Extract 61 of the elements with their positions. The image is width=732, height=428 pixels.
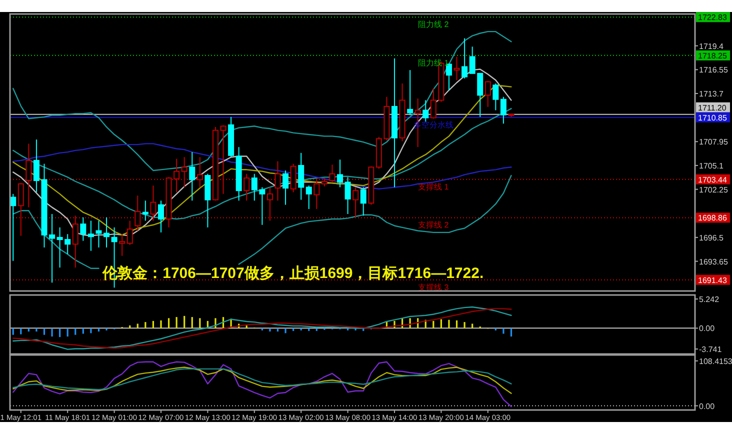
candlestick (282, 170, 289, 206)
y-tick-label: 1693.65 (699, 257, 728, 266)
y-tick-label: -3.741 (699, 344, 722, 354)
candlestick (158, 200, 164, 233)
candlestick (344, 176, 351, 215)
candlestick (26, 143, 32, 208)
line-series (12, 30, 512, 172)
ref-line-label: 支撑线 2 (418, 220, 450, 230)
text: 1698.86 (698, 214, 728, 223)
candlestick (80, 216, 86, 242)
text: 1691.43 (698, 276, 728, 285)
candlestick (150, 185, 156, 222)
ref-line-label: 支撑线 1 (418, 182, 450, 192)
y-tick-label: 1716.55 (699, 66, 728, 75)
candlestick (126, 220, 133, 246)
y-tick-label: 1696.5 (699, 233, 724, 242)
candlestick (407, 70, 414, 116)
candlestick (360, 186, 366, 216)
candlestick (220, 124, 226, 194)
candlestick (72, 215, 78, 268)
text: 1722.83 (698, 13, 728, 22)
text: 1711.20 (698, 103, 727, 112)
candlestick (134, 195, 141, 232)
candlestick (142, 200, 148, 222)
y-tick-label: 1719.4 (699, 42, 724, 51)
candlestick (244, 173, 250, 202)
candlestick (298, 152, 304, 200)
y-tick-label: 108.4153 (699, 356, 732, 366)
candlestick (196, 156, 203, 188)
candlestick (422, 100, 429, 122)
text: 1710.85 (698, 113, 728, 122)
ref-line-label: 阻力线 2 (418, 20, 450, 30)
y-tick-label: 1707.95 (699, 138, 728, 147)
candlestick (104, 216, 110, 248)
y-tick-label: 5.242 (699, 294, 720, 304)
candlestick (454, 56, 460, 81)
y-tick-label: 1705.1 (699, 161, 724, 170)
candlestick (189, 152, 196, 202)
candlestick (492, 82, 499, 111)
candlestick (337, 159, 344, 188)
candlestick (181, 156, 188, 188)
text: 1718.25 (698, 51, 728, 60)
candlestick (119, 234, 126, 256)
y-tick-label: 1702.25 (699, 185, 728, 194)
candlestick (500, 96, 506, 124)
candlestick (484, 80, 491, 108)
y-tick-label: 0.00 (699, 324, 716, 334)
candlestick (462, 38, 468, 79)
line-series (12, 361, 512, 408)
candlestick (329, 164, 336, 183)
candlestick (18, 182, 24, 236)
candlestick (306, 185, 312, 210)
y-tick-label: 0.00 (699, 402, 716, 411)
candlestick (352, 186, 359, 218)
candlestick (290, 163, 296, 193)
candlestick (314, 178, 320, 210)
candlestick (49, 214, 56, 284)
y-tick-label: 1713.7 (699, 90, 724, 98)
text: 1703.44 (698, 175, 728, 184)
candlestick (266, 186, 273, 222)
candlestick (274, 160, 281, 202)
